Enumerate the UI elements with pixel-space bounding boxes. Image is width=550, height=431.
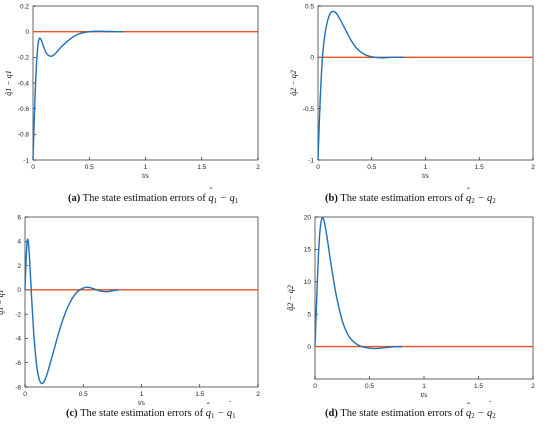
caption-b: (b) The state estimation errors of q2 − … xyxy=(325,186,496,205)
caption-a-letter: (a) xyxy=(68,193,81,204)
x-tick-label: 2 xyxy=(256,391,260,398)
y-tick-label: -2 xyxy=(15,311,21,318)
y-tick-label: -1 xyxy=(23,157,29,164)
chart-b: 0 0.5 1 1.5 2 -1 -0.5 0 0.5 t/s q̂2 − q2 xyxy=(289,3,535,180)
y-tick-label: -0.5 xyxy=(303,106,315,113)
panel-c: 0 0.5 1 1.5 2 -8 -6 -4 -2 0 2 4 6 t/s q̇̂1 − q̇1 (c) T… xyxy=(0,214,275,431)
caption-c: (c) The state estimation errors of q1 − … xyxy=(66,400,236,420)
x-tick-label: 1 xyxy=(424,164,428,171)
y-tick-label: 0 xyxy=(310,55,314,62)
y-tick-label: 10 xyxy=(304,279,312,286)
plot-frame xyxy=(24,216,259,388)
panel-b: 0 0.5 1 1.5 2 -1 -0.5 0 0.5 t/s q̂2 − q2 (b) The s… xyxy=(275,0,550,215)
y-axis-label: q̂1 − q1 xyxy=(4,70,13,95)
y-tick-label: -6 xyxy=(15,360,21,367)
y-tick-label: -0.4 xyxy=(18,80,30,87)
estimation-error-curve xyxy=(317,10,405,161)
chart-c: 0 0.5 1 1.5 2 -8 -6 -4 -2 0 2 4 6 t/s q̇̂1 − q̇1 xyxy=(0,214,260,407)
y-tick-label: 2 xyxy=(17,263,21,270)
y-tick-label: 0.5 xyxy=(305,3,314,10)
x-axis-label: t/s xyxy=(422,173,430,180)
estimation-error-curve xyxy=(32,30,124,161)
panel-a: 0 0.5 1 1.5 2 -1 -0.8 -0.6 -0.4 -0.2 0 0.2 t/s q̂1 − … xyxy=(0,0,275,215)
x-tick-label: 1 xyxy=(144,164,148,171)
plot-frame xyxy=(314,216,534,380)
x-tick-label: 2 xyxy=(256,164,260,171)
plot-frame xyxy=(317,5,534,161)
y-tick-label: 5 xyxy=(307,312,311,319)
x-axis-label: t/s xyxy=(142,173,150,180)
x-tick-label: 0 xyxy=(313,383,317,390)
x-axis-label: t/s xyxy=(138,400,146,407)
x-tick-label: 1 xyxy=(422,383,426,390)
y-tick-label: 0 xyxy=(25,29,29,36)
y-tick-label: 6 xyxy=(17,214,21,221)
y-tick-label: 0 xyxy=(307,344,311,351)
y-tick-label: 0 xyxy=(17,287,21,294)
x-tick-label: 0.5 xyxy=(365,383,374,390)
y-tick-label: 0.2 xyxy=(20,3,29,10)
x-tick-label: 1.5 xyxy=(197,164,206,171)
estimation-error-curve xyxy=(314,216,403,350)
caption-d: (d) The state estimation errors of q2 − … xyxy=(325,400,496,420)
caption-b-letter: (b) xyxy=(325,193,338,204)
x-axis-label: t/s xyxy=(421,392,429,399)
x-tick-label: 0 xyxy=(31,164,35,171)
y-tick-label: -8 xyxy=(15,384,21,391)
x-tick-label: 1.5 xyxy=(474,383,483,390)
x-tick-label: 2 xyxy=(531,164,535,171)
y-tick-label: -4 xyxy=(15,336,21,343)
y-tick-label: -0.8 xyxy=(18,132,30,139)
y-tick-label: 20 xyxy=(304,214,312,221)
panel-d: 0 0.5 1 1.5 2 0 5 10 15 20 t/s q̇̂2 − q̇2 (d) The s… xyxy=(275,214,550,431)
y-tick-label: -0.2 xyxy=(18,55,30,62)
caption-d-letter: (d) xyxy=(325,408,338,419)
y-axis-label: q̇̂2 − q̇2 xyxy=(286,285,295,310)
y-tick-label: -1 xyxy=(308,157,314,164)
x-tick-label: 0.5 xyxy=(367,164,376,171)
plot-frame xyxy=(32,5,259,161)
y-axis-label: q̇̂1 − q̇1 xyxy=(0,289,5,314)
chart-a: 0 0.5 1 1.5 2 -1 -0.8 -0.6 -0.4 -0.2 0 0.2 t/s q̂1 − … xyxy=(4,3,260,180)
x-tick-label: 0 xyxy=(23,391,27,398)
x-tick-label: 1.5 xyxy=(475,164,484,171)
y-tick-label: 4 xyxy=(17,239,21,246)
x-tick-label: 0.5 xyxy=(79,391,88,398)
x-tick-label: 2 xyxy=(531,383,535,390)
caption-a: (a) The state estimation errors of q1 − … xyxy=(68,186,238,205)
x-tick-label: 1 xyxy=(140,391,144,398)
x-tick-label: 0.5 xyxy=(85,164,94,171)
y-tick-label: 15 xyxy=(304,247,312,254)
x-tick-label: 1.5 xyxy=(195,391,204,398)
y-tick-label: -0.6 xyxy=(18,106,30,113)
x-tick-label: 0 xyxy=(316,164,320,171)
estimation-error-curve xyxy=(24,238,119,385)
caption-c-letter: (c) xyxy=(66,408,78,419)
y-axis-label: q̂2 − q2 xyxy=(289,70,298,95)
